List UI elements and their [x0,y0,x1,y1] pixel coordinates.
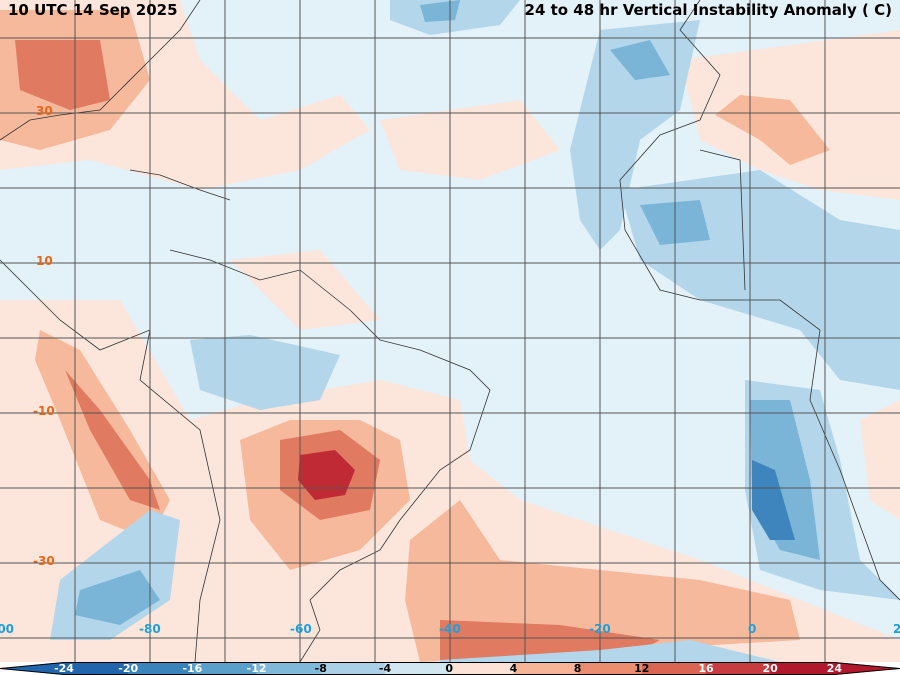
lat-label-10: 10 [36,254,53,268]
colorbar-extend-low [0,662,64,675]
colorbar-tick-label: -8 [314,662,327,675]
colorbar-tick-label: -16 [182,662,203,675]
product-title: 24 to 48 hr Vertical Instability Anomaly… [524,1,892,19]
colorbar-tick-label: 20 [762,662,778,675]
lon-label-minus60: -60 [290,622,312,636]
anomaly-fill-cool-strong [752,460,795,540]
valid-time-label: 10 UTC 14 Sep 2025 [8,1,178,19]
colorbar-extend-high [834,662,900,675]
lon-label-20: 20 [893,622,900,636]
colorbar-tick-label: -24 [54,662,74,675]
colorbar-tick-label: -12 [246,662,267,675]
lat-label-minus30: -30 [33,554,55,568]
colorbar-segment [385,662,450,675]
lon-label-minus40: -40 [439,622,461,636]
colorbar-tick-label: 12 [634,662,650,675]
colorbar-segment [449,662,514,675]
colorbar-tick-label: 24 [826,662,843,675]
lon-label-minus20: -20 [589,622,611,636]
colorbar-segment [192,662,258,675]
lon-label-0: 0 [748,622,757,636]
lon-label-minus80: -80 [139,622,161,636]
colorbar-segment [513,662,579,675]
lon-label-minus100: -100 [0,622,15,636]
colorbar-segment [128,662,193,675]
colorbar-segment [256,662,322,675]
colorbar-tick-label: 4 [509,662,518,675]
colorbar-tick-label: 16 [698,662,714,675]
colorbar-tick-label: 0 [445,662,454,675]
colorbar-segment [64,662,129,675]
colorbar-segment [706,662,771,675]
colorbar-segment [770,662,835,675]
colorbar-segment [641,662,707,675]
colorbar-segment [577,662,643,675]
colorbar-tick-label: -4 [378,662,392,675]
lat-label-minus10: -10 [33,404,55,418]
lat-label-30: 30 [36,104,53,118]
colorbar-segment [320,662,386,675]
colorbar-tick-label: 8 [573,662,582,675]
colorbar-tick-label: -20 [118,662,139,675]
